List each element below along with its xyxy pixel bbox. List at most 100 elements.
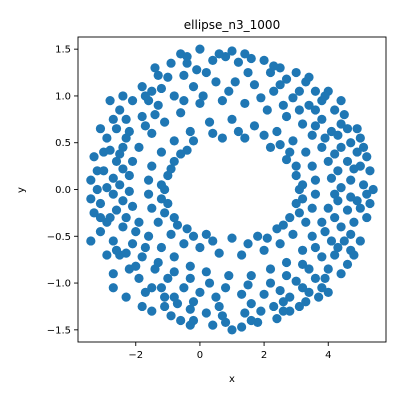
data-point <box>188 297 199 307</box>
data-point <box>137 252 147 262</box>
data-point <box>108 283 118 293</box>
data-point <box>275 139 285 150</box>
data-point <box>259 289 269 299</box>
data-point <box>294 301 304 312</box>
data-point <box>182 52 192 62</box>
data-point <box>89 208 99 218</box>
data-point <box>323 287 333 298</box>
data-point <box>169 91 179 101</box>
y-tick-label: −0.5 <box>47 232 71 243</box>
data-point <box>134 142 144 152</box>
data-point <box>127 96 138 106</box>
data-point <box>243 239 253 249</box>
data-point <box>281 111 292 122</box>
data-point <box>220 317 231 327</box>
data-point <box>160 301 170 312</box>
data-point <box>269 61 279 71</box>
data-point <box>204 117 215 127</box>
data-point <box>86 236 96 246</box>
data-point <box>156 242 167 253</box>
data-point <box>111 124 122 134</box>
data-point <box>281 154 292 165</box>
data-point <box>201 229 211 240</box>
data-point <box>188 231 199 241</box>
data-point <box>227 233 237 243</box>
data-point <box>285 292 295 302</box>
data-point <box>111 205 122 215</box>
data-point <box>346 175 356 185</box>
data-point <box>163 273 173 283</box>
data-point <box>150 63 160 73</box>
data-point <box>224 86 234 96</box>
data-point <box>214 301 224 312</box>
data-point <box>342 259 353 269</box>
data-point <box>195 287 205 298</box>
data-point <box>294 105 304 115</box>
data-point <box>336 119 346 129</box>
data-point <box>143 175 154 185</box>
x-tick-label: 4 <box>325 350 331 361</box>
data-point <box>310 86 321 96</box>
data-point <box>118 222 128 232</box>
data-point <box>285 147 295 157</box>
data-point <box>349 217 359 227</box>
data-point <box>265 278 276 288</box>
data-point <box>320 273 330 283</box>
data-point <box>227 114 237 124</box>
y-tick-label: −1.0 <box>47 279 71 290</box>
data-point <box>179 70 189 80</box>
data-point <box>211 77 221 87</box>
data-point <box>108 114 118 124</box>
data-point <box>320 133 330 143</box>
data-point <box>92 184 102 195</box>
data-point <box>301 297 311 307</box>
data-point <box>185 126 195 137</box>
data-point <box>147 161 157 171</box>
data-point <box>201 267 211 277</box>
data-point <box>339 110 349 120</box>
data-point <box>352 196 362 206</box>
data-point <box>262 233 272 243</box>
data-point <box>124 170 134 181</box>
data-point <box>137 111 147 122</box>
data-point <box>169 267 179 277</box>
data-point <box>217 96 227 106</box>
data-point <box>362 152 372 162</box>
data-point <box>240 308 250 318</box>
data-point <box>291 67 301 78</box>
data-point <box>317 283 327 293</box>
data-point <box>99 166 109 176</box>
data-point <box>147 128 157 138</box>
data-point <box>121 248 131 258</box>
data-point <box>147 306 157 316</box>
data-point <box>220 283 231 293</box>
data-point <box>102 183 112 193</box>
data-point <box>140 242 150 253</box>
data-point <box>326 173 337 183</box>
data-point <box>368 184 378 195</box>
data-point <box>259 245 269 255</box>
data-point <box>310 175 321 185</box>
data-point <box>310 105 321 115</box>
y-tick-label: −1.5 <box>47 325 71 336</box>
data-point <box>131 227 141 237</box>
data-point <box>201 308 211 318</box>
data-point <box>92 166 102 176</box>
data-point <box>307 203 317 213</box>
data-point <box>297 259 308 269</box>
data-point <box>118 164 128 174</box>
data-point <box>121 114 131 124</box>
data-point <box>150 110 160 120</box>
data-point <box>176 149 186 159</box>
data-point <box>227 46 237 56</box>
data-point <box>342 205 353 215</box>
data-point <box>246 53 256 64</box>
data-point <box>95 227 106 237</box>
data-point <box>326 236 337 246</box>
data-point <box>163 72 173 82</box>
data-point <box>355 236 365 246</box>
data-point <box>111 245 122 255</box>
data-point <box>352 147 362 157</box>
data-point <box>156 194 167 204</box>
x-tick-label: 0 <box>197 350 203 361</box>
